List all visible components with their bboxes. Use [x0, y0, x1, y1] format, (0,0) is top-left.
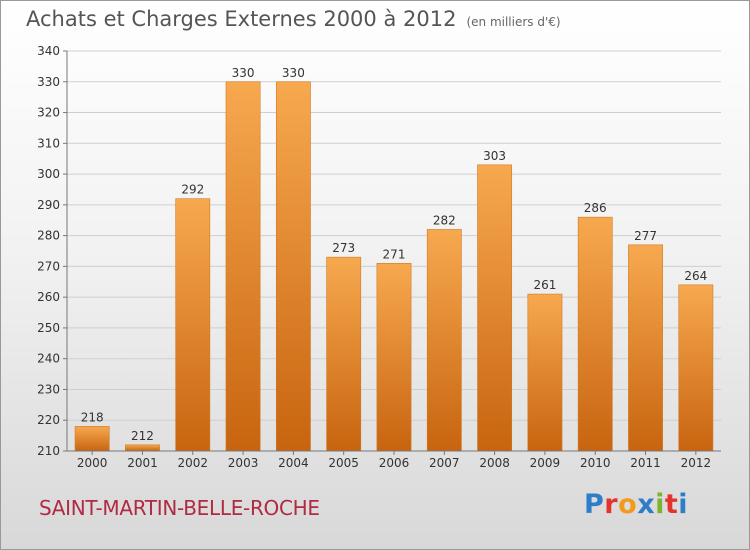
- value-label-2005: 273: [332, 241, 355, 255]
- bar-2006: [376, 263, 412, 452]
- y-tick-label: 280: [37, 229, 60, 243]
- y-tick-label: 260: [37, 290, 60, 304]
- proxiti-logo: Proxiti: [584, 489, 688, 520]
- logo-letter: i: [655, 489, 665, 520]
- chart-title-text: Achats et Charges Externes 2000 à 2012: [26, 7, 457, 31]
- y-tick-label: 230: [37, 382, 60, 396]
- logo-letter: r: [604, 489, 619, 520]
- y-tick-label: 300: [37, 167, 60, 181]
- bar-2012: [678, 284, 714, 452]
- value-label-2001: 212: [131, 429, 154, 443]
- value-label-2003: 330: [232, 66, 255, 80]
- value-label-2000: 218: [81, 410, 104, 424]
- y-tick-label: 210: [37, 444, 60, 458]
- bar-2004: [275, 81, 311, 452]
- x-tick-label: 2008: [479, 456, 510, 470]
- value-label-2006: 271: [383, 247, 406, 261]
- value-label-2009: 261: [533, 278, 556, 292]
- value-label-2002: 292: [181, 183, 204, 197]
- x-tick-label: 2000: [77, 456, 108, 470]
- y-tick-label: 340: [37, 44, 60, 58]
- value-label-2004: 330: [282, 66, 305, 80]
- y-tick-label: 270: [37, 259, 60, 273]
- town-name: SAINT-MARTIN-BELLE-ROCHE: [39, 496, 320, 520]
- logo-letter: i: [678, 489, 689, 520]
- x-tick-label: 2006: [379, 456, 410, 470]
- bar-2002: [175, 198, 211, 452]
- bar-2005: [326, 256, 362, 452]
- x-tick-label: 2007: [429, 456, 460, 470]
- y-tick-label: 330: [37, 75, 60, 89]
- x-tick-label: 2012: [681, 456, 712, 470]
- logo-letter: P: [584, 489, 605, 520]
- x-tick-label: 2003: [228, 456, 259, 470]
- x-tick-label: 2009: [530, 456, 561, 470]
- bar-2000: [74, 426, 110, 452]
- y-tick-label: 320: [37, 106, 60, 120]
- x-tick-label: 2001: [127, 456, 158, 470]
- value-label-2008: 303: [483, 149, 506, 163]
- value-label-2012: 264: [684, 269, 707, 283]
- y-tick-label: 290: [37, 198, 60, 212]
- x-tick-label: 2011: [630, 456, 661, 470]
- bar-2008: [477, 164, 513, 452]
- bar-2007: [426, 229, 462, 452]
- bar-2009: [527, 293, 563, 452]
- x-tick-label: 2005: [328, 456, 359, 470]
- logo-letter: t: [664, 489, 679, 520]
- y-tick-label: 250: [37, 321, 60, 335]
- value-label-2007: 282: [433, 213, 456, 227]
- y-tick-label: 240: [37, 352, 60, 366]
- chart-unit: (en milliers d'€): [466, 15, 561, 29]
- bar-2003: [225, 81, 261, 452]
- bar-2011: [628, 244, 663, 452]
- x-tick-label: 2002: [177, 456, 208, 470]
- y-tick-label: 310: [37, 136, 60, 150]
- y-tick-label: 220: [37, 413, 60, 427]
- chart-title: Achats et Charges Externes 2000 à 2012 (e…: [26, 7, 561, 31]
- x-tick-label: 2010: [580, 456, 611, 470]
- x-tick-label: 2004: [278, 456, 309, 470]
- bar-2001: [125, 444, 160, 452]
- bar-2010: [577, 216, 613, 452]
- logo-letter: x: [637, 489, 656, 520]
- value-label-2010: 286: [584, 201, 607, 215]
- logo-letter: o: [618, 489, 638, 520]
- value-label-2011: 277: [634, 229, 657, 243]
